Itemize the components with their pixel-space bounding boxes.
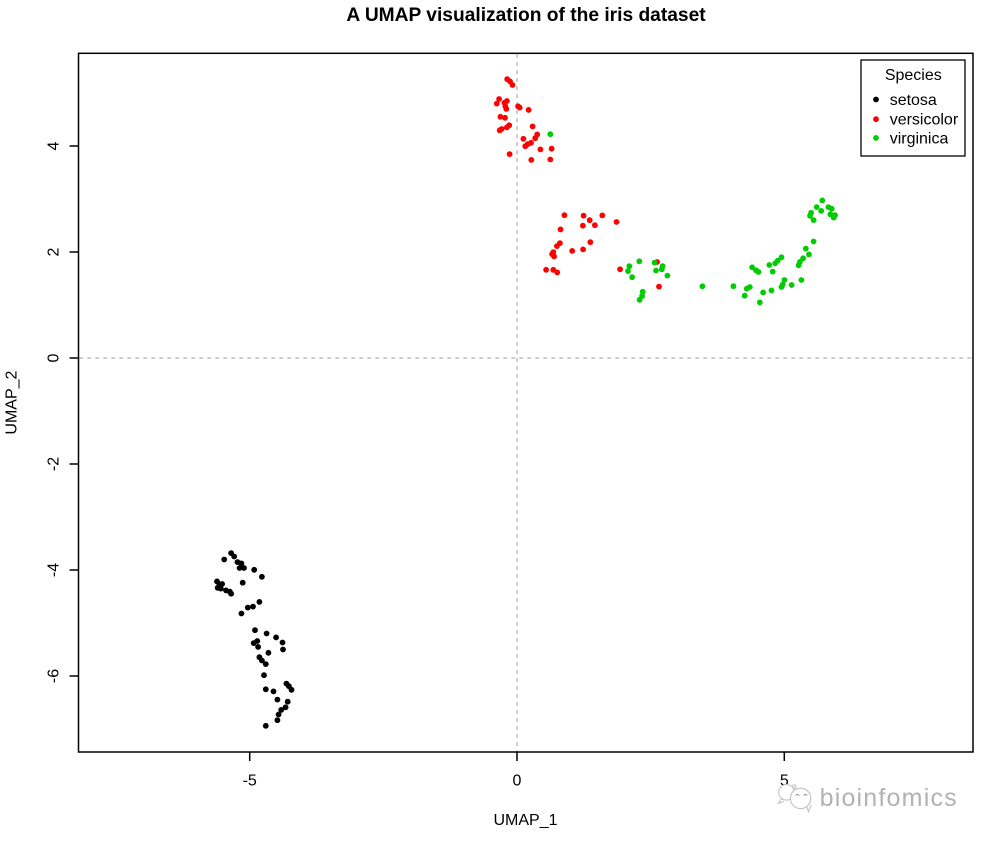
svg-text:0: 0 <box>46 353 63 362</box>
svg-text:-6: -6 <box>46 669 63 683</box>
svg-text:virginica: virginica <box>890 130 949 147</box>
svg-text:Species: Species <box>885 67 942 84</box>
svg-text:5: 5 <box>780 773 789 790</box>
svg-text:-5: -5 <box>243 773 257 790</box>
svg-text:-4: -4 <box>46 563 63 577</box>
svg-text:setosa: setosa <box>890 92 937 109</box>
svg-text:0: 0 <box>513 773 522 790</box>
svg-text:4: 4 <box>46 141 63 150</box>
svg-text:2: 2 <box>46 247 63 256</box>
svg-text:UMAP_2: UMAP_2 <box>3 370 20 434</box>
svg-text:A UMAP visualization of the ir: A UMAP visualization of the iris dataset <box>346 5 706 26</box>
svg-text:-2: -2 <box>46 457 63 471</box>
svg-text:bioinfomics: bioinfomics <box>820 784 958 812</box>
svg-text:UMAP_1: UMAP_1 <box>493 812 557 829</box>
svg-text:bioinfomics: bioinfomics <box>821 785 959 813</box>
svg-text:versicolor: versicolor <box>890 112 959 129</box>
